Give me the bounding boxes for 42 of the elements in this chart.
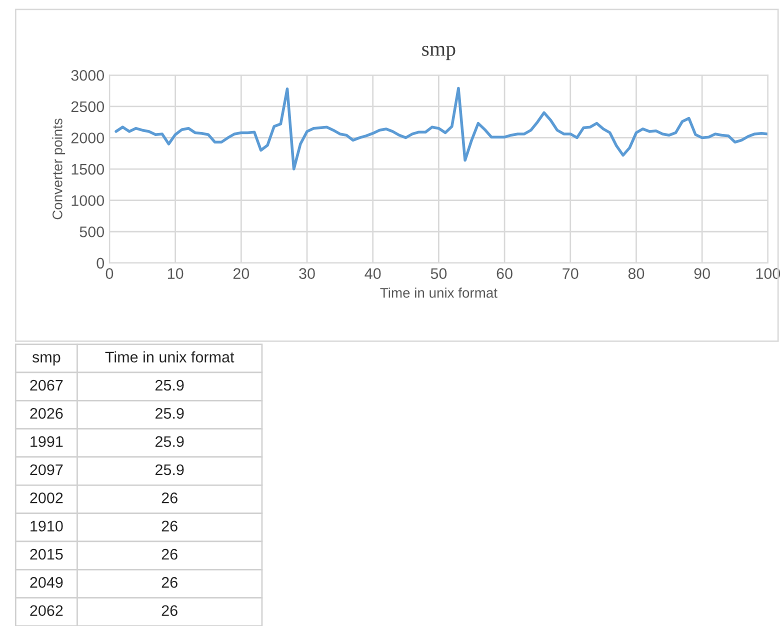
text: 26 — [162, 548, 178, 560]
x-tick-label: 0 — [106, 268, 114, 280]
text: 2002 — [30, 492, 63, 504]
x-tick-label: 60 — [496, 268, 512, 280]
x-tick-label: 90 — [694, 268, 710, 280]
text: 26 — [162, 577, 178, 588]
y-axis-title: Converter points — [52, 118, 66, 220]
text: 2062 — [30, 605, 63, 616]
text: 2026 — [30, 408, 63, 419]
x-tick-label: 80 — [628, 268, 644, 280]
text: 25.9 — [156, 380, 184, 391]
text: 2067 — [30, 380, 63, 391]
text: 26 — [162, 605, 178, 616]
x-axis-title: Time in unix format — [380, 288, 498, 298]
x-tick-label: 70 — [562, 268, 578, 280]
text: smp — [32, 354, 60, 366]
text: Time in unix format — [105, 351, 234, 362]
text: 2015 — [30, 548, 63, 560]
y-tick-label: 0 — [96, 258, 104, 269]
text: 25.9 — [156, 408, 184, 419]
text: 26 — [162, 492, 178, 504]
x-tick-label: 30 — [299, 268, 315, 280]
x-tick-label: 20 — [233, 268, 250, 280]
chart-title: smp — [422, 46, 456, 60]
line-series — [114, 86, 768, 170]
text: 2097 — [30, 464, 63, 476]
text: 25.9 — [156, 436, 184, 447]
y-tick-label: 2500 — [71, 101, 104, 112]
y-tick-label: 1500 — [72, 164, 104, 175]
x-tick-label: 40 — [364, 268, 381, 280]
x-tick-label: 10 — [168, 268, 184, 280]
y-tick-label: 3000 — [71, 70, 104, 81]
text: 1910 — [30, 520, 63, 532]
y-tick-label: 500 — [80, 226, 104, 238]
text: 26 — [162, 520, 178, 532]
text: 2049 — [30, 577, 63, 588]
y-tick-label: 1000 — [72, 195, 104, 206]
text: 25.9 — [156, 464, 184, 476]
y-tick-label: 2000 — [71, 132, 104, 144]
text: 1991 — [30, 436, 63, 447]
x-tick-label: 50 — [430, 268, 447, 280]
x-tick-label: 100 — [756, 268, 780, 280]
